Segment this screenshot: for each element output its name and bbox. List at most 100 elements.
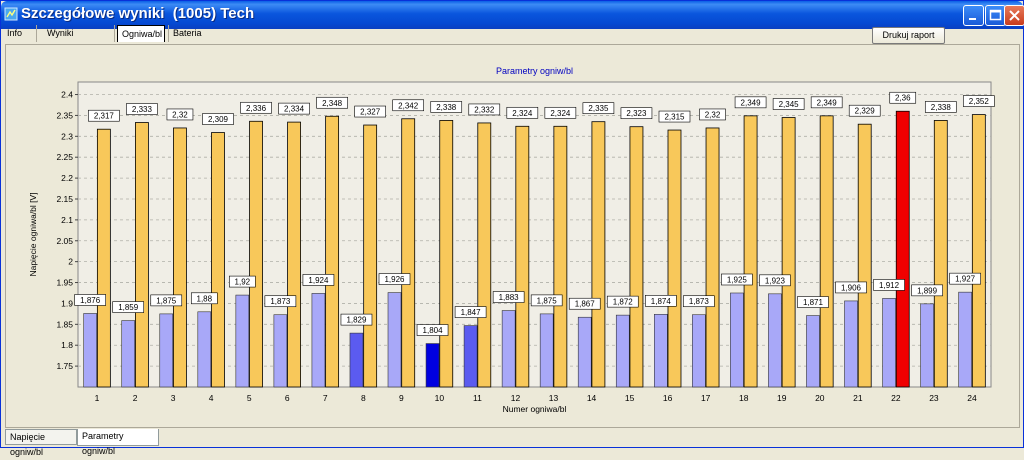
maximize-icon xyxy=(989,9,1002,21)
x-tick-label: 21 xyxy=(853,393,863,403)
data-label-high: 2,342 xyxy=(398,101,419,110)
bar-low xyxy=(83,313,97,388)
tab-cell-voltage[interactable]: Napięcie ogniw/bl xyxy=(5,429,77,457)
x-tick-label: 10 xyxy=(435,393,445,403)
data-label-low: 1,923 xyxy=(765,276,786,285)
data-label-high: 2,32 xyxy=(172,110,188,119)
tab-cell-parameters[interactable]: Parametry ogniw/bl xyxy=(77,429,159,456)
bar-low xyxy=(273,314,288,388)
print-report-button[interactable]: Drukuj raport xyxy=(872,27,945,44)
data-label-low: 1,804 xyxy=(423,326,444,335)
bar-low xyxy=(920,303,934,388)
data-label-low-box xyxy=(606,295,639,308)
data-label-low: 1,92 xyxy=(235,278,251,287)
data-label-low-box xyxy=(492,291,525,303)
data-label-low: 1,906 xyxy=(841,283,862,292)
bar-low xyxy=(197,311,212,388)
data-label-low: 1,873 xyxy=(270,297,291,306)
x-tick-label: 13 xyxy=(549,393,559,403)
data-label-high: 2,349 xyxy=(817,98,838,107)
tab-measurement-results[interactable]: Wyniki pomiarów xyxy=(43,25,115,54)
x-tick-label: 23 xyxy=(929,393,939,403)
y-tick-label: 1.8 xyxy=(61,340,73,350)
bar-high xyxy=(971,114,986,388)
bar-low xyxy=(463,325,478,388)
x-tick-label: 4 xyxy=(209,393,214,403)
data-label-high-box xyxy=(88,109,120,122)
bar-low xyxy=(806,315,820,388)
bar-high xyxy=(211,132,225,388)
y-tick-label: 1.85 xyxy=(56,319,73,329)
y-tick-label: 1.95 xyxy=(56,278,73,288)
x-tick-label: 16 xyxy=(663,393,673,403)
chart-panel: Parametry ogniw/bl 1.75 1.8 1.85 1.9 1.95 2 2.0… xyxy=(5,44,1020,428)
data-label-low-box xyxy=(416,324,449,336)
data-label-low-box xyxy=(229,275,256,288)
x-tick-label: 22 xyxy=(891,393,901,403)
y-tick-label: 1.75 xyxy=(56,361,73,371)
bar-low xyxy=(882,298,896,388)
data-label-high: 2,315 xyxy=(664,113,685,122)
bar-high xyxy=(363,124,378,388)
bar-high xyxy=(325,115,340,388)
data-label-low: 1,926 xyxy=(384,275,405,284)
data-label-low-box xyxy=(112,301,145,313)
minimize-button[interactable] xyxy=(963,5,984,26)
x-tick-label: 17 xyxy=(701,393,711,403)
data-label-low-box xyxy=(644,295,677,307)
bar-high xyxy=(287,121,301,388)
tab-cells[interactable]: Ogniwa/bl xyxy=(117,25,165,42)
tab-battery[interactable]: Bateria xyxy=(168,25,208,42)
bar-high xyxy=(591,121,606,388)
data-label-high: 2,338 xyxy=(931,103,952,112)
y-tick-label: 2.05 xyxy=(56,236,73,246)
x-tick-label: 9 xyxy=(399,393,404,403)
data-label-high-box xyxy=(392,99,425,112)
data-label-low: 1,927 xyxy=(955,275,976,284)
x-tick-label: 2 xyxy=(133,393,138,403)
data-label-high-box xyxy=(810,96,843,109)
maximize-button[interactable] xyxy=(985,5,1006,26)
data-label-high-box xyxy=(316,96,348,109)
x-axis-label: Numer ogniwa/bl xyxy=(503,404,567,414)
data-label-high: 2,333 xyxy=(132,105,153,114)
x-tick-label: 6 xyxy=(285,393,290,403)
bar-chart: Parametry ogniw/bl 1.75 1.8 1.85 1.9 1.95 2 2.0… xyxy=(6,45,1019,427)
bar-high xyxy=(667,129,682,388)
x-tick-label: 15 xyxy=(625,393,635,403)
bar-high xyxy=(135,122,149,388)
y-tick-label: 2 xyxy=(68,257,73,267)
data-label-high-box xyxy=(278,102,310,115)
data-label-high: 2,309 xyxy=(208,115,229,124)
x-tick-label: 12 xyxy=(511,393,521,403)
x-tick-label: 5 xyxy=(247,393,252,403)
bar-high xyxy=(933,120,948,388)
data-label-low: 1,925 xyxy=(727,275,748,284)
data-label-high: 2,317 xyxy=(94,112,115,121)
data-label-low-box xyxy=(190,292,218,305)
data-label-high-box xyxy=(620,107,653,120)
data-label-high-box xyxy=(202,113,234,125)
bar-low xyxy=(730,292,744,388)
title-bar[interactable]: Szczegółowe wyniki (1005) Tech xyxy=(1,1,1024,29)
tab-info[interactable]: Info xyxy=(3,25,37,42)
bar-high xyxy=(515,125,530,388)
window-title: Szczegółowe wyniki (1005) Tech xyxy=(21,5,255,22)
data-label-low: 1,872 xyxy=(613,298,634,307)
y-tick-label: 2.35 xyxy=(56,110,73,120)
bar-high xyxy=(743,115,758,388)
bar-low xyxy=(539,313,554,388)
bar-high xyxy=(439,120,454,388)
data-label-low: 1,924 xyxy=(308,276,329,285)
bar-low xyxy=(958,291,972,388)
data-label-low-box xyxy=(378,273,411,285)
data-label-low: 1,859 xyxy=(118,303,139,312)
close-button[interactable] xyxy=(1004,5,1024,26)
data-label-high: 2,324 xyxy=(512,109,533,118)
close-icon xyxy=(1009,10,1020,21)
data-label-low-box xyxy=(74,294,106,306)
data-label-low: 1,875 xyxy=(537,296,558,305)
bar-high xyxy=(477,122,492,388)
bar-high xyxy=(895,110,910,388)
data-label-high-box xyxy=(126,103,158,115)
